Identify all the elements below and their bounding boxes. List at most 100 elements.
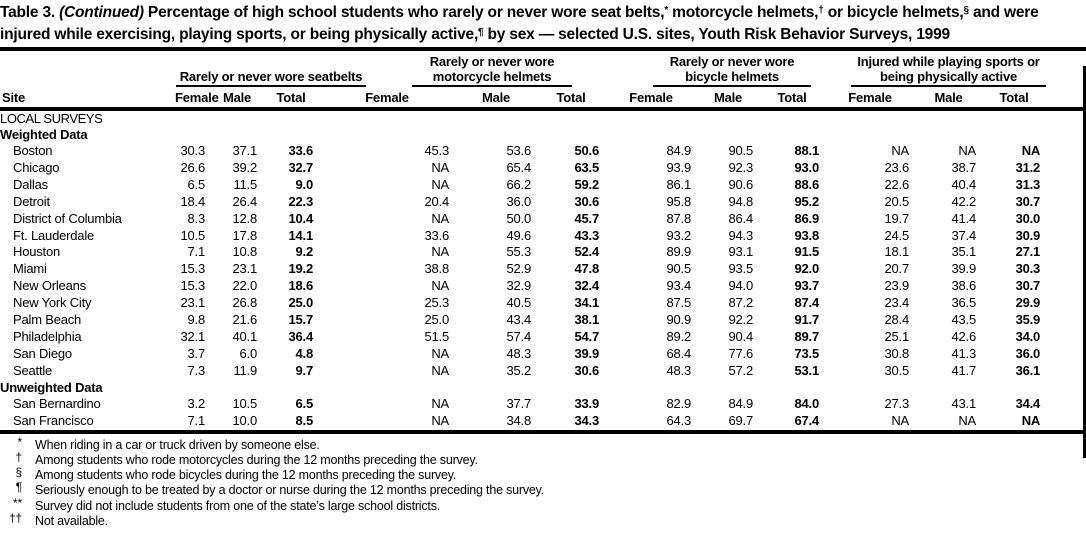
value-cell: 35.2 — [506, 362, 531, 378]
table-row: New Orleans 15.3 22.0 18.6 NA 32.9 32.4 93.4 94.… — [0, 278, 1046, 295]
column-header-male: Male — [713, 90, 743, 105]
total-value-cell: 63.5 — [574, 159, 599, 175]
value-cell: 43.5 — [951, 312, 976, 328]
footnote-symbol: * — [17, 434, 23, 449]
value-cell: 11.5 — [233, 176, 257, 192]
value-cell: 69.7 — [728, 412, 753, 428]
value-cell: 84.9 — [728, 395, 753, 411]
value-cell: 23.9 — [884, 278, 909, 294]
site-cell: District of Columbia — [13, 210, 122, 226]
value-cell: 23.4 — [884, 295, 909, 311]
value-cell: 42.2 — [951, 193, 976, 209]
value-cell: NA — [431, 278, 449, 294]
total-value-cell: 92.0 — [794, 261, 819, 277]
value-cell: 25.0 — [424, 312, 449, 328]
value-cell: 22.6 — [884, 176, 909, 192]
column-header-total: Total — [276, 90, 306, 105]
value-cell: 36.5 — [951, 295, 976, 311]
total-value-cell: 53.1 — [794, 362, 819, 378]
total-value-cell: 34.0 — [1015, 328, 1041, 344]
total-value-cell: 91.5 — [794, 244, 819, 260]
value-cell: 37.1 — [232, 143, 257, 158]
table-row: Chicago 26.6 39.2 32.7 NA 65.4 63.5 93.9 92.3 93.… — [0, 160, 1046, 177]
site-cell: Houston — [13, 244, 61, 260]
total-value-cell: 32.7 — [288, 159, 313, 175]
header-rule — [0, 107, 1086, 111]
bottom-rule — [0, 429, 1086, 434]
value-cell: 37.4 — [951, 227, 976, 243]
total-value-cell: 25.0 — [288, 295, 313, 311]
section-heading-row: Unweighted Data — [0, 380, 1046, 396]
value-cell: 30.3 — [180, 143, 205, 158]
total-value-cell: 89.7 — [794, 328, 819, 344]
column-header-row: Site Female Male Total Female Male Total… — [0, 87, 1046, 107]
table-row: Philadelphia 32.1 40.1 36.4 51.5 57.4 54.7 89.2… — [0, 329, 1046, 346]
value-cell: 34.8 — [506, 412, 531, 428]
total-value-cell: 30.3 — [1015, 261, 1041, 277]
column-header-male: Male — [481, 90, 511, 105]
value-cell: 6.0 — [239, 345, 258, 361]
total-value-cell: 93.8 — [794, 227, 819, 243]
section-heading: Weighted Data — [0, 127, 88, 142]
total-value-cell: 33.9 — [574, 395, 599, 411]
value-cell: 57.4 — [506, 328, 531, 344]
total-value-cell: 30.6 — [574, 362, 599, 378]
table-number: Table 3. — [0, 4, 55, 21]
value-cell: 40.5 — [506, 295, 531, 311]
value-cell: 17.8 — [232, 227, 257, 243]
value-cell: 90.5 — [666, 261, 691, 277]
header-table: Rarely or never wore seatbelts Rarely or… — [0, 51, 1047, 107]
value-cell: 94.3 — [728, 227, 753, 243]
site-cell: Dallas — [13, 176, 48, 192]
value-cell: NA — [431, 395, 449, 411]
value-cell: 36.0 — [506, 193, 531, 209]
value-cell: 48.3 — [666, 362, 691, 378]
table-row: Dallas 6.5 11.5 9.0 NA 66.2 59.2 86.1 90.6 88.6 22… — [0, 177, 1046, 194]
footnote-text: Survey did not include students from one… — [35, 498, 441, 513]
total-value-cell: 73.5 — [794, 345, 819, 361]
total-value-cell: 88.6 — [794, 176, 819, 192]
value-cell: 49.6 — [506, 227, 531, 243]
table-row: Boston 30.3 37.1 33.6 45.3 53.6 50.6 84.9 90.5 88… — [0, 143, 1046, 160]
value-cell: 38.8 — [424, 261, 449, 277]
value-cell: 95.8 — [666, 193, 691, 209]
value-cell: 32.1 — [180, 328, 205, 344]
total-value-cell: 34.4 — [1015, 395, 1041, 411]
value-cell: 3.2 — [187, 395, 206, 411]
site-cell: New Orleans — [13, 278, 86, 294]
value-cell: 53.6 — [506, 143, 531, 158]
total-value-cell: 93.7 — [794, 278, 819, 294]
footnote-marker-asterisk: * — [664, 5, 669, 16]
value-cell: 26.4 — [232, 193, 257, 209]
value-cell: 30.5 — [884, 362, 909, 378]
total-value-cell: 14.1 — [288, 227, 313, 243]
column-header-total: Total — [556, 90, 586, 105]
site-cell: Boston — [13, 143, 53, 158]
title-text: by sex — selected U.S. sites, Youth Risk… — [483, 26, 951, 43]
value-cell: 3.7 — [187, 345, 206, 361]
value-cell: 86.1 — [666, 176, 691, 192]
total-value-cell: 18.6 — [288, 278, 313, 294]
top-rule — [0, 47, 1086, 51]
site-cell: San Francisco — [13, 412, 94, 428]
value-cell: NA — [891, 412, 909, 428]
value-cell: 89.9 — [666, 244, 691, 260]
total-value-cell: 9.0 — [295, 176, 314, 192]
value-cell: 84.9 — [666, 143, 691, 158]
value-cell: 57.2 — [728, 362, 753, 378]
value-cell: 87.5 — [666, 295, 691, 311]
value-cell: 86.4 — [728, 210, 753, 226]
table-body: LOCAL SURVEYS Weighted Data Boston 30.3 37.1… — [0, 111, 1046, 430]
value-cell: 92.3 — [728, 159, 753, 175]
total-value-cell: NA — [1021, 412, 1041, 428]
total-value-cell: 30.7 — [1015, 278, 1041, 294]
value-cell: 50.0 — [506, 210, 531, 226]
value-cell: 7.3 — [187, 362, 206, 378]
value-cell: NA — [431, 412, 449, 428]
column-header-male: Male — [222, 90, 252, 105]
value-cell: 93.4 — [666, 278, 691, 294]
value-cell: 6.5 — [187, 176, 206, 192]
total-value-cell: 91.7 — [794, 312, 819, 328]
footnote-marker-dagger: † — [818, 5, 824, 16]
value-cell: 7.1 — [187, 412, 206, 428]
